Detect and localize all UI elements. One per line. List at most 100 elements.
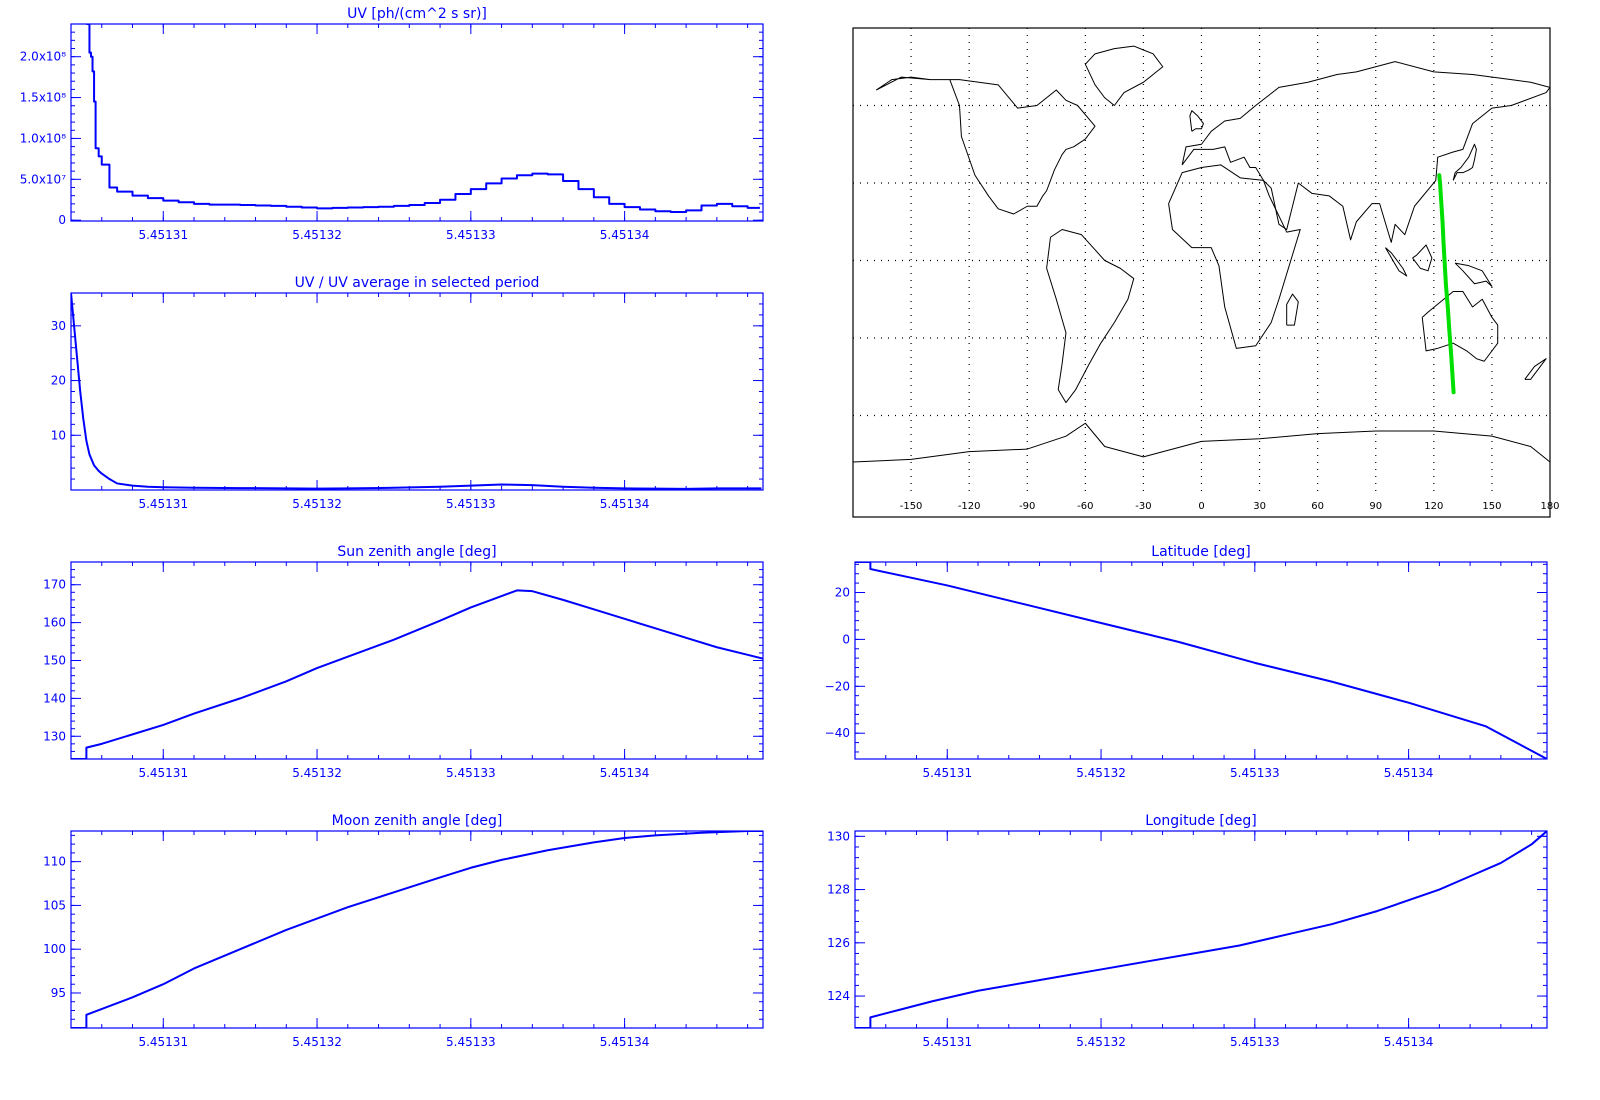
series-line-0: [86, 24, 760, 214]
x-tick-label: 5.45133: [446, 497, 496, 511]
y-tick-label: 2.0x10⁸: [20, 50, 66, 64]
series-line-0: [71, 831, 763, 1028]
map-lon-tick-label: 0: [1198, 501, 1204, 512]
x-tick-label: 5.45134: [600, 228, 650, 242]
x-tick-label: 5.45134: [1384, 766, 1434, 780]
plot-frame: [70, 830, 764, 1029]
panel-map: -150 -120 -90 -60 -30 0 30 60 90 120 150 180: [852, 27, 1560, 518]
y-tick-label: 30: [51, 319, 66, 333]
x-tick-label: 5.45132: [292, 1035, 342, 1049]
coastline-british-isles: [1189, 110, 1204, 132]
y-tick-label: 150: [43, 654, 66, 668]
series-line-0: [71, 293, 762, 490]
coastline-new-zealand: [1524, 358, 1547, 380]
map-frame: [852, 27, 1551, 518]
y-tick-label: 128: [827, 883, 850, 897]
x-tick-label: 5.45131: [138, 766, 188, 780]
map-lon-tick-label: -90: [1019, 501, 1035, 512]
x-tick-label: 5.45134: [600, 497, 650, 511]
x-tick-label: 5.45133: [446, 766, 496, 780]
map-lon-tick-label: 150: [1482, 501, 1501, 512]
map-lon-tick-label: 60: [1311, 501, 1324, 512]
panel-sun: Sun zenith angle [deg] 5.45131 5.45132 5.45…: [43, 544, 764, 780]
plot-frame: [854, 561, 1548, 760]
y-tick-label: 126: [827, 936, 850, 950]
y-tick-label: 130: [827, 829, 850, 843]
coastline-japan: [1452, 143, 1477, 181]
coastline-sumatra: [1384, 247, 1408, 277]
map-lon-tick-label: 120: [1424, 501, 1443, 512]
series-line-0: [71, 589, 763, 759]
y-tick-label: 110: [43, 855, 66, 869]
y-tick-label: 20: [835, 585, 850, 599]
y-tick-label: 105: [43, 898, 66, 912]
x-tick-label: 5.45133: [446, 228, 496, 242]
plot-frame: [70, 292, 764, 491]
y-tick-label: 160: [43, 616, 66, 630]
y-tick-label: 10: [51, 428, 66, 442]
coastline-africa: [1168, 164, 1301, 349]
x-tick-label: 5.45133: [446, 1035, 496, 1049]
x-tick-label: 5.45134: [600, 766, 650, 780]
y-tick-label: 100: [43, 942, 66, 956]
x-tick-label: 5.45134: [600, 1035, 650, 1049]
coastline-greenland: [1084, 45, 1164, 106]
y-tick-label: −20: [825, 679, 850, 693]
panel-ratio: UV / UV average in selected period 5.4513…: [51, 275, 764, 511]
y-tick-label: 170: [43, 578, 66, 592]
y-tick-label: 0: [842, 632, 850, 646]
chart-title: UV / UV average in selected period: [295, 275, 540, 291]
y-tick-label: 124: [827, 989, 850, 1003]
plot-frame: [70, 561, 764, 760]
chart-title: Sun zenith angle [deg]: [337, 544, 496, 560]
plot-frame: [854, 830, 1548, 1029]
coastline-borneo: [1412, 244, 1433, 272]
plot-frame: [70, 23, 764, 222]
x-tick-label: 5.45133: [1230, 766, 1280, 780]
coastline-madagascar: [1286, 293, 1299, 326]
y-tick-label: 0: [58, 213, 66, 227]
chart-title: Longitude [deg]: [1145, 813, 1256, 829]
chart-title: UV [ph/(cm^2 s sr)]: [347, 6, 487, 22]
coastline-antarctica: [853, 422, 1550, 463]
y-tick-label: 140: [43, 691, 66, 705]
panel-lat: Latitude [deg] 5.45131 5.45132 5.45133 5.451…: [825, 544, 1548, 780]
chart-title: Latitude [deg]: [1151, 544, 1250, 560]
panel-uv: UV [ph/(cm^2 s sr)] 5.45131 5.45132 5.45133…: [20, 6, 764, 242]
x-tick-label: 5.45132: [1076, 1035, 1126, 1049]
y-tick-label: 20: [51, 374, 66, 388]
x-tick-label: 5.45132: [292, 766, 342, 780]
x-tick-label: 5.45131: [138, 1035, 188, 1049]
map-lon-tick-label: -150: [900, 501, 923, 512]
coastline-north-america: [875, 76, 1096, 215]
y-tick-label: 5.0x10⁷: [20, 172, 66, 186]
map-lon-tick-label: 90: [1369, 501, 1382, 512]
x-tick-label: 5.45132: [1076, 766, 1126, 780]
y-tick-label: 1.5x10⁸: [20, 91, 66, 105]
chart-title: Moon zenith angle [deg]: [332, 813, 503, 829]
x-tick-label: 5.45131: [922, 766, 972, 780]
x-tick-label: 5.45132: [292, 228, 342, 242]
x-tick-label: 5.45131: [138, 497, 188, 511]
x-tick-label: 5.45131: [138, 228, 188, 242]
x-tick-label: 5.45131: [922, 1035, 972, 1049]
map-lon-tick-label: -120: [958, 501, 981, 512]
x-tick-label: 5.45133: [1230, 1035, 1280, 1049]
map-lon-tick-label: 30: [1253, 501, 1266, 512]
panel-lon: Longitude [deg] 5.45131 5.45132 5.45133 5.45…: [827, 813, 1548, 1049]
coastline-eurasia: [1181, 61, 1550, 243]
x-tick-label: 5.45132: [292, 497, 342, 511]
coastline-australia: [1421, 291, 1499, 362]
map-lon-tick-label: 180: [1540, 501, 1559, 512]
series-line-0: [855, 831, 1547, 1028]
map-lon-tick-label: -60: [1077, 501, 1093, 512]
y-tick-label: 130: [43, 729, 66, 743]
map-lon-tick-label: -30: [1135, 501, 1151, 512]
y-tick-label: 1.0x10⁸: [20, 131, 66, 145]
panel-moon: Moon zenith angle [deg] 5.45131 5.45132 5.4…: [43, 813, 764, 1049]
y-tick-label: −40: [825, 726, 850, 740]
ground-track: [1437, 173, 1456, 395]
coastline-new-guinea: [1454, 262, 1493, 287]
y-tick-label: 95: [51, 986, 66, 1000]
